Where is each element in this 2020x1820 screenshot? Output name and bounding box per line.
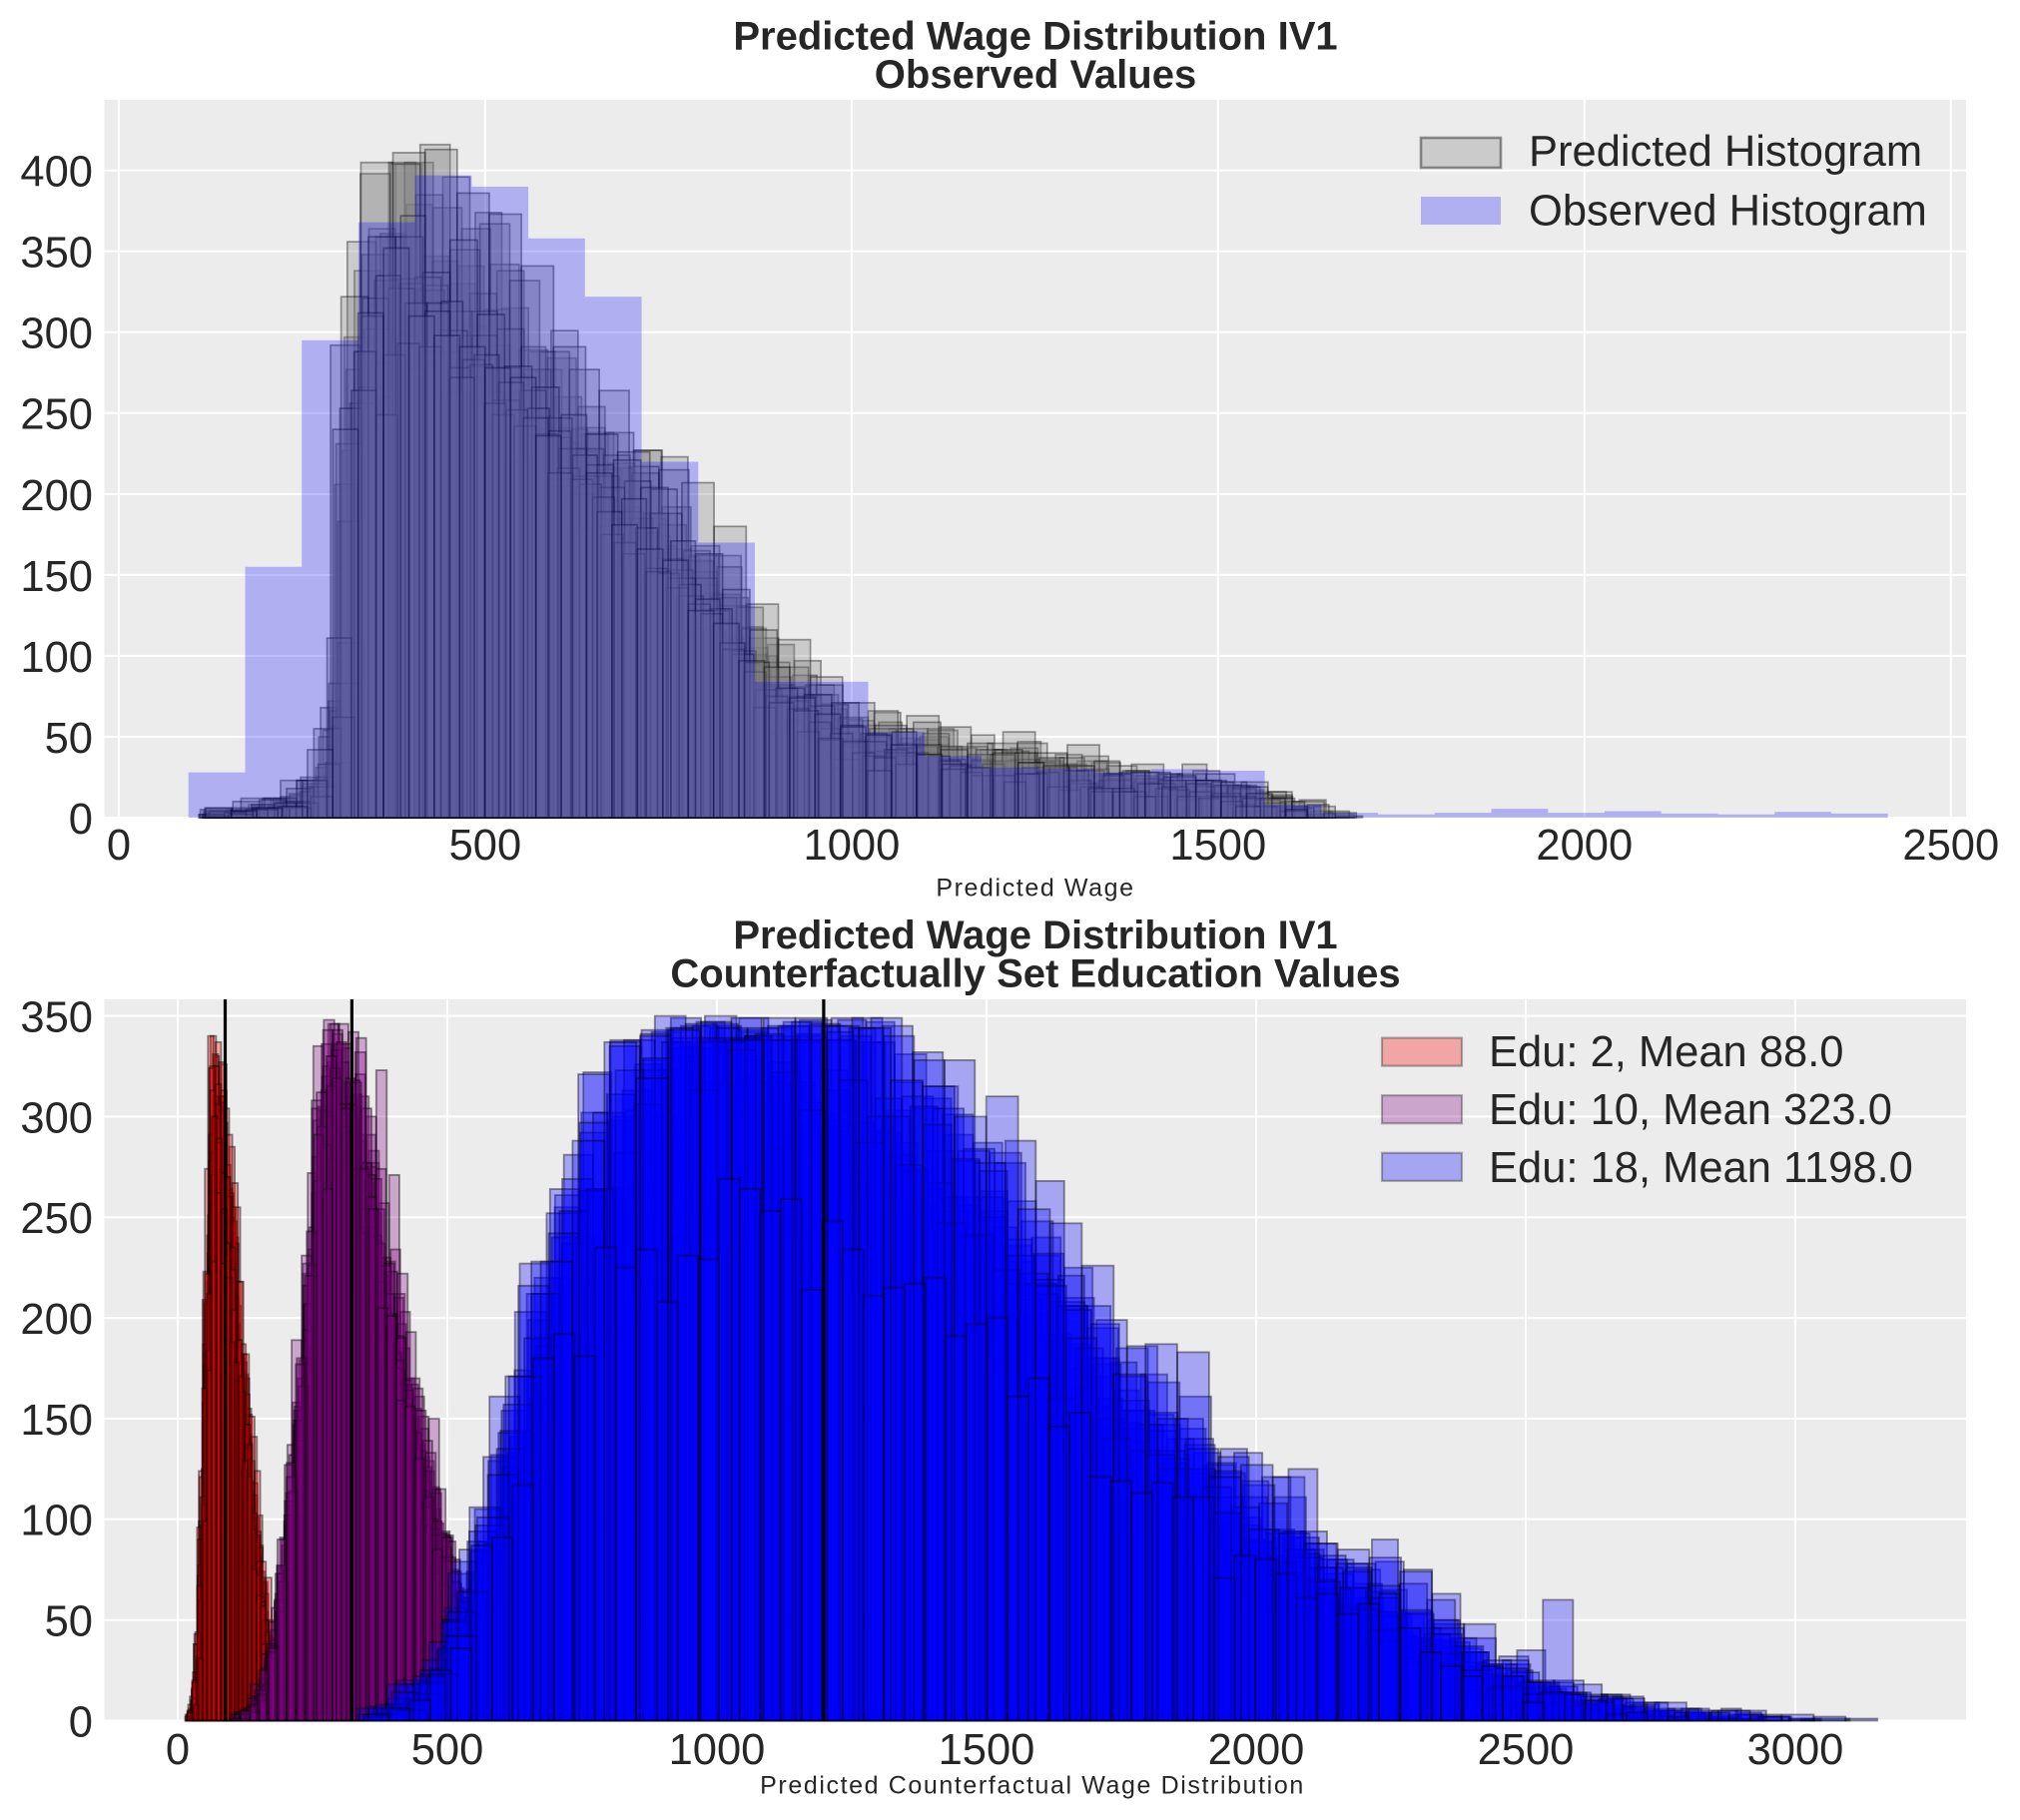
svg-text:400: 400 (20, 149, 93, 197)
svg-text:350: 350 (20, 994, 93, 1042)
svg-text:300: 300 (20, 1094, 93, 1142)
svg-text:500: 500 (449, 822, 522, 870)
svg-text:1000: 1000 (804, 822, 901, 870)
svg-text:300: 300 (20, 310, 93, 358)
svg-text:2000: 2000 (1208, 1726, 1305, 1774)
svg-text:Counterfactually Set Education: Counterfactually Set Education Values (670, 952, 1400, 996)
svg-text:Edu: 18, Mean 1198.0: Edu: 18, Mean 1198.0 (1489, 1144, 1913, 1192)
svg-text:Observed Histogram: Observed Histogram (1529, 188, 1927, 236)
svg-text:350: 350 (20, 230, 93, 278)
svg-text:200: 200 (20, 1296, 93, 1344)
svg-text:150: 150 (20, 553, 93, 601)
svg-text:50: 50 (45, 1598, 93, 1646)
svg-text:100: 100 (20, 1498, 93, 1545)
svg-text:Predicted Wage: Predicted Wage (936, 875, 1134, 903)
svg-text:Edu: 10, Mean 323.0: Edu: 10, Mean 323.0 (1489, 1086, 1892, 1134)
svg-text:1500: 1500 (1169, 822, 1266, 870)
svg-text:1500: 1500 (939, 1726, 1035, 1774)
svg-text:0: 0 (166, 1726, 190, 1774)
svg-text:Edu: 2, Mean 88.0: Edu: 2, Mean 88.0 (1489, 1028, 1844, 1076)
svg-text:250: 250 (20, 1195, 93, 1243)
svg-text:0: 0 (69, 1698, 93, 1746)
svg-text:Predicted Histogram: Predicted Histogram (1529, 128, 1922, 176)
svg-text:500: 500 (411, 1726, 484, 1774)
svg-text:3000: 3000 (1747, 1726, 1844, 1774)
svg-text:150: 150 (20, 1397, 93, 1445)
svg-text:100: 100 (20, 634, 93, 682)
svg-text:2500: 2500 (1902, 822, 1999, 870)
svg-text:0: 0 (69, 796, 93, 844)
svg-text:Predicted Counterfactual Wage: Predicted Counterfactual Wage Distributi… (760, 1772, 1305, 1800)
svg-text:Predicted Wage Distribution IV: Predicted Wage Distribution IV1 (733, 15, 1337, 59)
svg-text:Observed Values: Observed Values (875, 53, 1196, 97)
svg-text:1000: 1000 (669, 1726, 766, 1774)
svg-text:50: 50 (45, 715, 93, 763)
svg-text:200: 200 (20, 472, 93, 520)
svg-text:Predicted Wage Distribution IV: Predicted Wage Distribution IV1 (733, 913, 1337, 957)
svg-text:2500: 2500 (1478, 1726, 1575, 1774)
svg-text:2000: 2000 (1536, 822, 1633, 870)
svg-text:0: 0 (107, 822, 131, 870)
svg-text:250: 250 (20, 391, 93, 439)
